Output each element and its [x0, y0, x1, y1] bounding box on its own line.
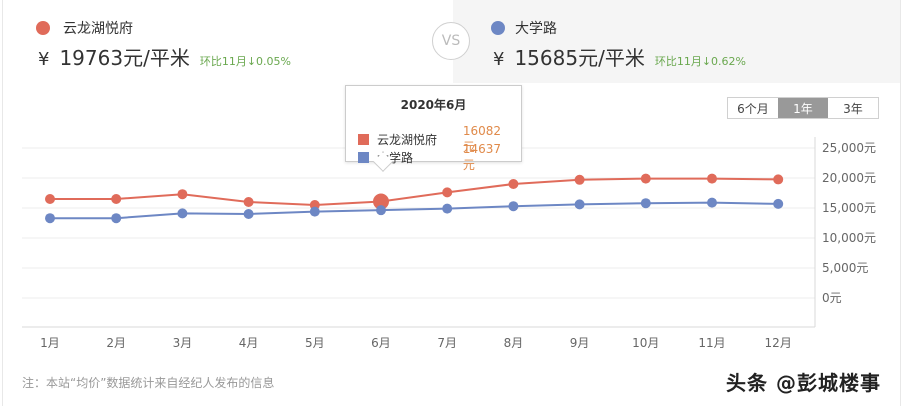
x-tick-label: 11月 — [698, 336, 725, 350]
series-line — [50, 201, 779, 220]
data-point[interactable] — [111, 194, 122, 204]
data-point[interactable] — [45, 213, 55, 224]
data-point[interactable] — [373, 193, 389, 210]
grid-lines — [22, 137, 816, 328]
data-point[interactable] — [177, 189, 188, 200]
tooltip-series-name: 云龙湖悦府 — [376, 133, 437, 147]
range-tab-3-years[interactable]: 3年 — [828, 98, 878, 118]
y-tick-label: 5,000元 — [822, 261, 868, 275]
x-tick-label: 8月 — [504, 336, 524, 350]
legend-swatch — [358, 152, 369, 163]
data-point[interactable] — [376, 205, 386, 216]
y-tick-label: 15,000元 — [822, 201, 876, 215]
data-point[interactable] — [508, 179, 519, 189]
series-color-dot — [491, 21, 505, 35]
data-point[interactable] — [707, 173, 717, 184]
range-tab-1-year[interactable]: 1年 — [778, 98, 828, 118]
y-axis-labels: 0元 5,000元 10,000元 15,000元 20,000元 25,000元 — [822, 141, 876, 305]
y-tick-label: 0元 — [822, 291, 842, 305]
data-point[interactable] — [442, 187, 453, 198]
y-tick-label: 10,000元 — [822, 231, 876, 245]
x-tick-label: 9月 — [570, 336, 590, 350]
time-range-selector: 6个月 1年 3年 — [727, 97, 879, 119]
x-tick-label: 7月 — [437, 336, 457, 350]
data-point[interactable] — [773, 198, 784, 209]
chart-tooltip: 2020年6月 云龙湖悦府 16082元 大学路 14637元 — [345, 85, 522, 172]
x-tick-label: 12月 — [765, 336, 792, 350]
watermark: 头条 @彭城楼事 — [726, 371, 881, 395]
x-tick-label: 2月 — [106, 336, 126, 350]
x-tick-label: 6月 — [371, 336, 391, 350]
y-tick-label: 20,000元 — [822, 171, 876, 185]
month-change: 环比11月↓0.05% — [199, 55, 291, 68]
x-tick-label: 4月 — [239, 336, 259, 350]
community-name: 大学路 — [515, 21, 557, 37]
price-row: ¥ 15685元/平米 环比11月↓0.62% — [493, 42, 746, 71]
x-tick-label: 5月 — [305, 336, 325, 350]
compare-right: 大学路 ¥ 15685元/平米 环比11月↓0.62% — [453, 0, 900, 83]
month-change: 环比11月↓0.62% — [654, 55, 746, 68]
tooltip-title: 2020年6月 — [400, 98, 467, 112]
currency-symbol: ¥ — [38, 49, 50, 70]
x-tick-label: 1月 — [40, 336, 60, 350]
compare-left: 云龙湖悦府 ¥ 19763元/平米 环比11月↓0.05% — [3, 0, 453, 83]
series-color-dot — [36, 21, 50, 35]
data-point[interactable] — [111, 213, 122, 224]
x-tick-label: 10月 — [632, 336, 659, 350]
x-axis-labels: 1月 2月 3月 4月 5月 6月 7月 8月 9月 10月 11月 12月 — [40, 336, 792, 350]
data-point[interactable] — [243, 209, 254, 219]
data-point[interactable] — [45, 194, 55, 204]
data-point[interactable] — [640, 198, 651, 209]
range-tab-6-months[interactable]: 6个月 — [728, 98, 778, 118]
comparison-header: 云龙湖悦府 ¥ 19763元/平米 环比11月↓0.05% 大学路 ¥ 1568… — [3, 0, 900, 83]
price-row: ¥ 19763元/平米 环比11月↓0.05% — [38, 42, 291, 71]
price-trend-chart[interactable]: 0元 5,000元 10,000元 15,000元 20,000元 25,000元 1月 2… — [0, 83, 903, 363]
tooltip-row: 云龙湖悦府 16082元 — [358, 124, 513, 155]
x-tick-label: 3月 — [173, 336, 193, 350]
community-name: 云龙湖悦府 — [63, 21, 133, 37]
data-point[interactable] — [574, 174, 585, 185]
data-point[interactable] — [442, 203, 453, 214]
data-point[interactable] — [707, 197, 717, 208]
data-point[interactable] — [640, 173, 651, 184]
data-point[interactable] — [177, 208, 188, 219]
data-point[interactable] — [574, 199, 585, 210]
vs-badge: VS — [432, 22, 470, 60]
data-point[interactable] — [508, 201, 519, 212]
series-line — [50, 177, 779, 207]
currency-symbol: ¥ — [493, 49, 505, 70]
unit-price: 15685元/平米 — [514, 46, 645, 70]
tooltip-series-value: 16082元 — [462, 124, 502, 154]
tooltip-row: 大学路 14637元 — [358, 142, 513, 173]
tooltip-series-value: 14637元 — [462, 142, 502, 172]
data-point[interactable] — [309, 206, 320, 217]
data-point[interactable] — [773, 174, 784, 185]
legend-swatch — [358, 134, 369, 145]
data-point[interactable] — [243, 197, 254, 207]
y-tick-label: 25,000元 — [822, 141, 876, 155]
data-source-note: 注：本站“均价”数据统计来自经纪人发布的信息 — [22, 376, 275, 390]
unit-price: 19763元/平米 — [59, 46, 190, 70]
series-lines — [45, 173, 784, 224]
